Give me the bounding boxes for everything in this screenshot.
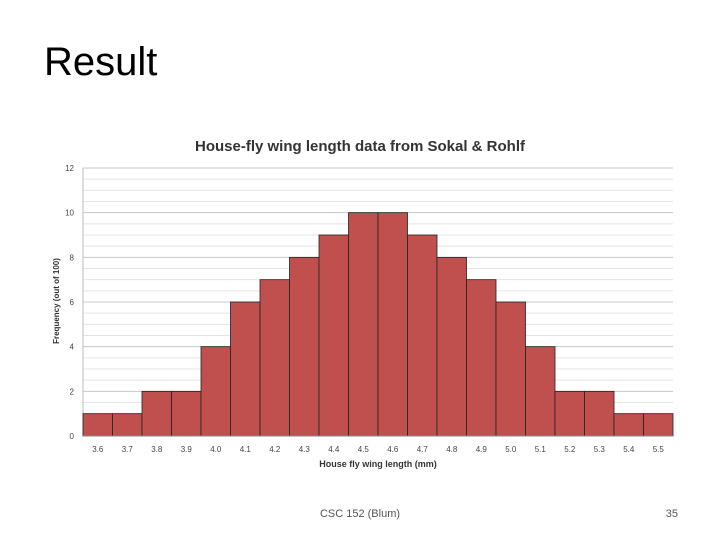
page-number: 35 bbox=[665, 508, 678, 520]
tick-labels: 3.6 3.7 3.8 3.9 4.0 4.1 4.2 4.3 4.4 4.5 4.6 4.7 4.8 4… bbox=[65, 164, 664, 454]
y-tick-label: 12 bbox=[65, 164, 74, 173]
bars bbox=[82, 212, 674, 437]
x-tick-label: 4.4 bbox=[328, 445, 340, 454]
x-tick-label: 5.0 bbox=[505, 445, 517, 454]
bar-4.8 bbox=[436, 256, 467, 437]
chart-title: House-fly wing length data from Sokal & … bbox=[195, 138, 526, 155]
x-tick-label: 4.3 bbox=[299, 445, 311, 454]
x-tick-label: 3.8 bbox=[151, 445, 163, 454]
x-tick-label: 5.5 bbox=[653, 445, 665, 454]
bar-4.6 bbox=[377, 212, 408, 437]
bar-4.0 bbox=[200, 346, 231, 437]
bar-3.6 bbox=[82, 413, 113, 437]
bar-4.4 bbox=[318, 234, 349, 437]
bar-3.9 bbox=[171, 390, 202, 437]
bar-5.1 bbox=[525, 346, 556, 437]
y-tick-label: 0 bbox=[70, 432, 75, 441]
x-tick-label: 5.3 bbox=[594, 445, 606, 454]
y-tick-label: 2 bbox=[70, 387, 75, 396]
bar-4.2 bbox=[259, 279, 290, 437]
x-tick-label: 5.2 bbox=[564, 445, 576, 454]
x-tick-label: 4.8 bbox=[446, 445, 458, 454]
x-tick-label: 5.1 bbox=[535, 445, 547, 454]
bar-5.2 bbox=[554, 390, 585, 437]
bar-5.0 bbox=[495, 301, 526, 437]
x-axis-label: House fly wing length (mm) bbox=[319, 459, 437, 469]
bar-4.9 bbox=[466, 279, 497, 437]
y-tick-label: 8 bbox=[70, 253, 75, 262]
footer-text: CSC 152 (Blum) bbox=[319, 508, 401, 520]
x-tick-label: 4.1 bbox=[240, 445, 252, 454]
x-tick-label: 4.6 bbox=[387, 445, 399, 454]
bar-4.1 bbox=[230, 301, 261, 437]
y-tick-label: 6 bbox=[70, 298, 75, 307]
x-tick-label: 4.5 bbox=[358, 445, 370, 454]
x-tick-label: 3.6 bbox=[92, 445, 104, 454]
x-tick-label: 4.9 bbox=[476, 445, 488, 454]
x-tick-label: 3.7 bbox=[122, 445, 134, 454]
x-tick-label: 4.0 bbox=[210, 445, 222, 454]
y-tick-label: 4 bbox=[70, 343, 75, 352]
bar-3.7 bbox=[112, 413, 143, 437]
bar-4.5 bbox=[348, 212, 379, 437]
x-tick-label: 4.2 bbox=[269, 445, 281, 454]
x-tick-label: 3.9 bbox=[181, 445, 193, 454]
bar-5.5 bbox=[643, 413, 674, 437]
bar-5.4 bbox=[613, 413, 644, 437]
bar-4.3 bbox=[289, 256, 320, 437]
slide-title: Result bbox=[44, 40, 158, 84]
y-axis-label: Frequency (out of 100) bbox=[52, 258, 61, 344]
bar-5.3 bbox=[584, 390, 615, 437]
y-tick-label: 10 bbox=[65, 209, 74, 218]
x-tick-label: 5.4 bbox=[623, 445, 635, 454]
bar-4.7 bbox=[407, 234, 438, 437]
x-tick-label: 4.7 bbox=[417, 445, 429, 454]
bar-3.8 bbox=[141, 390, 172, 437]
